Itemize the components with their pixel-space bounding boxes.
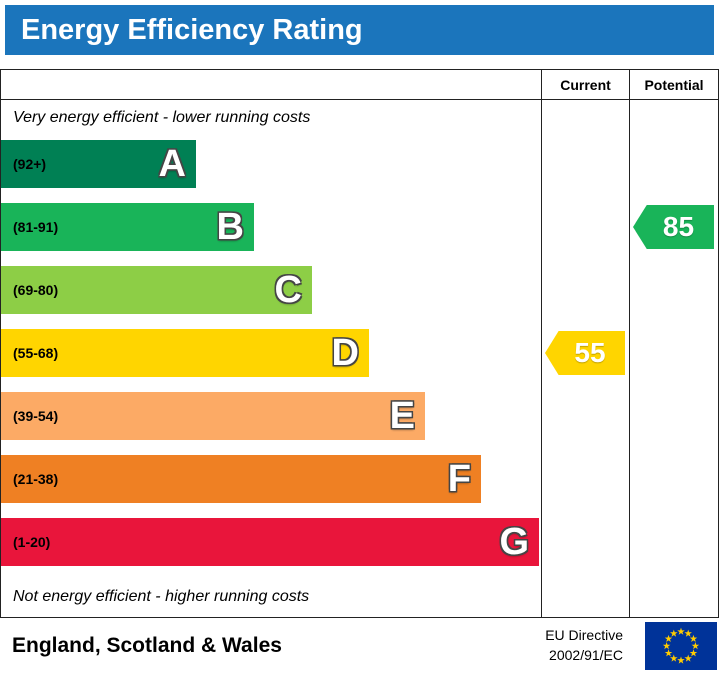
band-g: (1-20) G — [1, 518, 539, 566]
table-header-row: Current Potential — [1, 70, 718, 100]
rating-chart: Very energy efficient - lower running co… — [1, 100, 541, 617]
region-label: England, Scotland & Wales — [12, 634, 282, 657]
eu-flag-stars — [662, 627, 700, 664]
potential-rating-value: 85 — [662, 211, 695, 242]
eu-directive-line2: 2002/91/EC — [549, 647, 623, 663]
potential-arrow: 85 — [633, 205, 714, 249]
chart-column-header — [1, 70, 541, 99]
page-title: Energy Efficiency Rating — [5, 5, 714, 55]
band-b-letter: B — [216, 206, 244, 248]
band-c: (69-80) C — [1, 266, 312, 314]
band-g-range: (1-20) — [13, 534, 51, 550]
current-column-header: Current — [541, 70, 629, 99]
current-arrow: 55 — [545, 331, 625, 375]
top-note: Very energy efficient - lower running co… — [13, 109, 311, 126]
potential-column: 85 — [629, 100, 718, 617]
band-d-range: (55-68) — [13, 345, 59, 361]
eu-directive-line1: EU Directive — [545, 627, 623, 644]
band-e-letter: E — [389, 395, 415, 437]
band-e: (39-54) E — [1, 392, 425, 440]
band-e-range: (39-54) — [13, 408, 59, 424]
bottom-note: Not energy efficient - higher running co… — [13, 588, 310, 605]
current-rating-value: 55 — [574, 337, 606, 368]
band-g-letter: G — [499, 521, 529, 563]
band-f: (21-38) F — [1, 455, 481, 503]
eu-directive-label: EU Directive 2002/91/EC — [545, 626, 623, 665]
rating-bands: (92+) A (81-91) B (69-80) C (55-68) D (3… — [1, 140, 541, 566]
band-a-range: (92+) — [13, 156, 47, 172]
band-d: (55-68) D — [1, 329, 369, 377]
band-a: (92+) A — [1, 140, 196, 188]
potential-column-header: Potential — [629, 70, 718, 99]
band-f-range: (21-38) — [13, 471, 59, 487]
band-b-range: (81-91) — [13, 219, 59, 235]
band-f-letter: F — [447, 458, 471, 500]
table-body: Very energy efficient - lower running co… — [1, 100, 718, 617]
epc-table: Current Potential Very energy efficient … — [0, 69, 719, 618]
band-a-letter: A — [158, 143, 186, 185]
band-c-letter: C — [274, 269, 302, 311]
current-column: 55 — [541, 100, 629, 617]
eu-flag-icon — [645, 622, 717, 670]
footer: England, Scotland & Wales EU Directive 2… — [0, 618, 719, 674]
band-b: (81-91) B — [1, 203, 254, 251]
band-c-range: (69-80) — [13, 282, 59, 298]
band-d-letter: D — [331, 332, 359, 374]
